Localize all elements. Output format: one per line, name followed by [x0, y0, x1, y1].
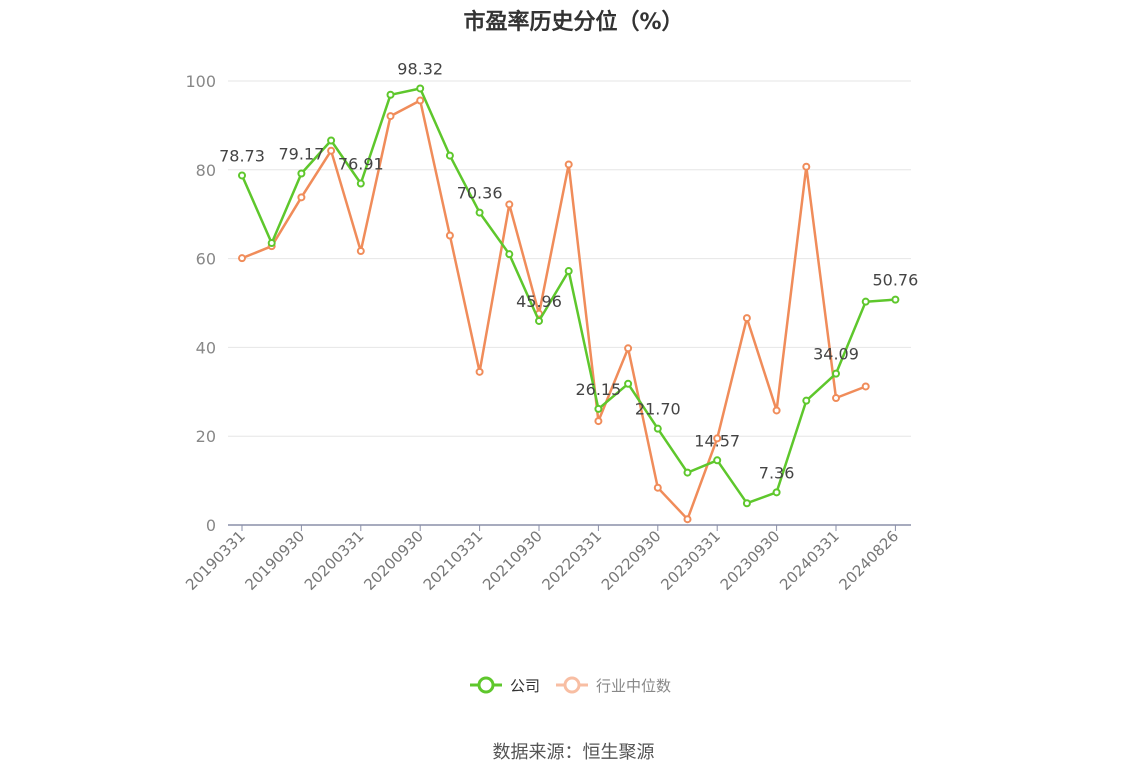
data-point	[772, 406, 781, 415]
data-point	[445, 151, 454, 160]
y-tick-label: 60	[196, 250, 216, 269]
x-tick-label: 20220930	[598, 527, 665, 594]
data-point	[594, 404, 603, 413]
x-tick-label: 20190930	[242, 527, 309, 594]
data-label: 34.09	[813, 345, 859, 364]
data-point	[327, 136, 336, 145]
data-label: 45.96	[516, 292, 562, 311]
data-label: 21.70	[635, 400, 681, 419]
x-tick-label: 20230930	[717, 527, 784, 594]
y-tick-label: 0	[206, 516, 216, 535]
y-tick-label: 40	[196, 338, 216, 357]
data-point	[624, 344, 633, 353]
series-line	[240, 87, 896, 505]
data-point	[505, 250, 514, 259]
data-point	[861, 297, 870, 306]
data-point	[505, 200, 514, 209]
data-point	[564, 267, 573, 276]
data-point	[327, 146, 336, 155]
chart-title: 市盈率历史分位（%）	[463, 10, 684, 35]
data-point	[356, 179, 365, 188]
x-tick-label: 20190331	[182, 527, 249, 594]
data-point	[564, 160, 573, 169]
data-point	[416, 96, 425, 105]
data-point	[653, 483, 662, 492]
x-tick-label: 20240331	[776, 527, 843, 594]
data-point	[861, 382, 870, 391]
data-label: 70.36	[457, 184, 503, 203]
x-tick-label: 20210930	[479, 527, 546, 594]
x-tick-label: 20200331	[301, 527, 368, 594]
data-label: 98.32	[397, 59, 443, 78]
y-tick-label: 20	[196, 427, 216, 446]
data-point	[713, 456, 722, 465]
data-point	[802, 396, 811, 405]
data-label: 7.36	[759, 463, 795, 482]
data-point	[594, 417, 603, 426]
data-point	[445, 231, 454, 240]
data-label: 26.15	[575, 380, 621, 399]
data-label: 76.91	[338, 155, 384, 174]
data-point	[653, 424, 662, 433]
y-tick-label: 80	[196, 161, 216, 180]
data-point	[356, 247, 365, 256]
data-point	[535, 316, 543, 325]
data-point	[386, 90, 395, 99]
data-point	[386, 112, 395, 121]
legend-label: 公司	[510, 677, 540, 695]
data-point	[772, 488, 781, 497]
data-point	[683, 515, 692, 524]
data-point	[475, 367, 484, 376]
x-tick-label: 20220331	[539, 527, 606, 594]
data-point	[475, 208, 484, 217]
data-point	[416, 84, 425, 93]
data-point	[624, 379, 633, 388]
data-point	[238, 254, 246, 263]
data-point	[267, 239, 276, 248]
data-point	[742, 499, 751, 508]
data-label: 79.17	[278, 144, 324, 163]
legend-label: 行业中位数	[596, 677, 671, 695]
legend-swatch-marker	[563, 676, 581, 694]
data-point	[713, 434, 722, 443]
data-point	[297, 193, 306, 202]
data-label: 50.76	[872, 271, 918, 290]
data-label: 14.57	[694, 431, 740, 450]
data-point	[238, 171, 246, 180]
x-tick-label: 20210331	[420, 527, 487, 594]
data-point	[683, 468, 692, 477]
data-point	[832, 394, 840, 403]
data-source: 数据来源：恒生聚源	[492, 742, 655, 763]
series-line	[241, 99, 867, 521]
x-tick-label: 20200930	[360, 527, 427, 594]
data-point	[832, 369, 840, 378]
data-point	[891, 295, 900, 304]
data-point	[742, 314, 751, 323]
y-tick-label: 100	[185, 72, 216, 91]
legend-swatch-marker	[477, 676, 495, 694]
data-label: 78.73	[219, 146, 265, 165]
x-tick-label: 20240826	[836, 527, 903, 594]
data-point	[297, 169, 306, 178]
x-tick-label: 20230331	[657, 527, 724, 594]
data-point	[802, 162, 811, 171]
